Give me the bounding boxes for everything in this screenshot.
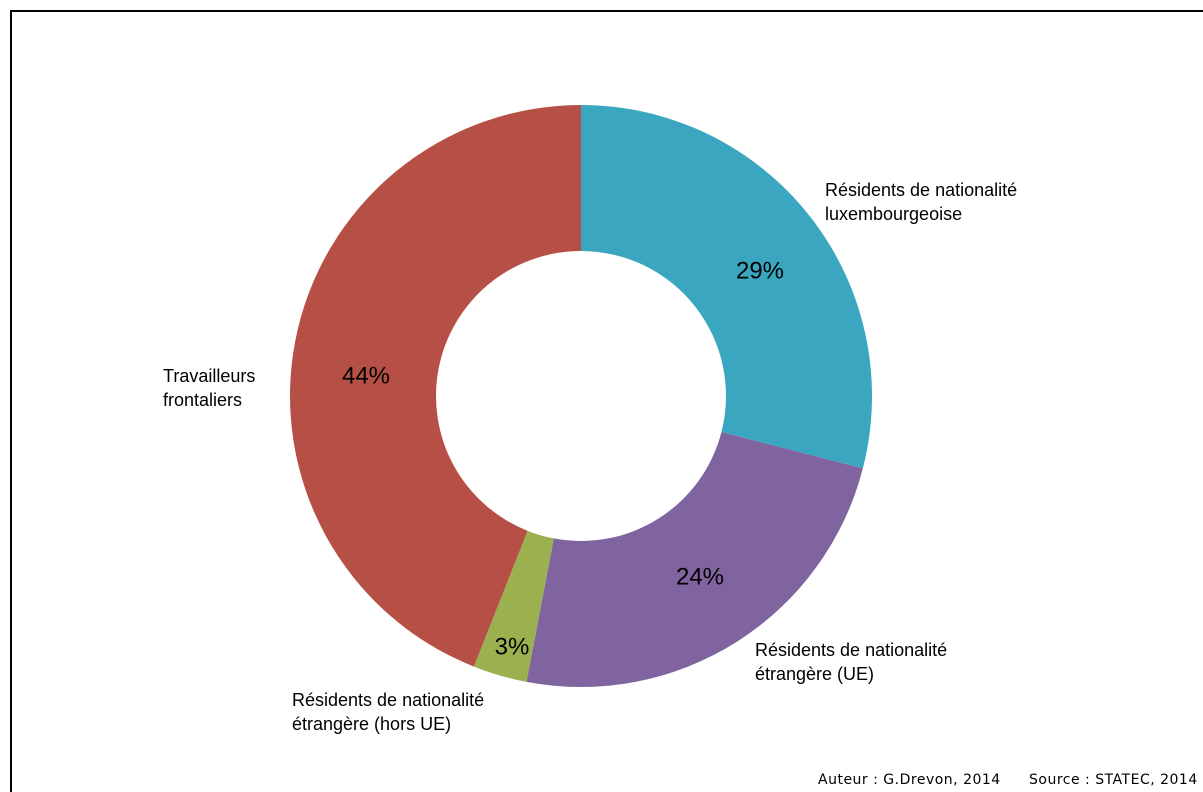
data-label: 24% xyxy=(676,563,724,590)
category-label: Résidents de nationalité luxembourgeoise xyxy=(825,180,1018,224)
source-note: Source : STATEC, 2014 xyxy=(1029,772,1198,788)
category-label: Travailleurs frontaliers xyxy=(163,366,256,410)
frame xyxy=(10,10,1203,792)
data-label: 29% xyxy=(736,257,784,284)
category-label: Résidents de nationalité étrangère (UE) xyxy=(755,640,948,684)
data-label: 3% xyxy=(495,633,530,660)
donut-slice xyxy=(581,105,872,469)
category-label: Résidents de nationalité étrangère (hors… xyxy=(292,690,485,734)
author-note: Auteur : G.Drevon, 2014 xyxy=(818,772,1001,788)
donut-slice xyxy=(473,530,554,682)
data-label: 44% xyxy=(342,362,390,389)
donut-slice xyxy=(289,105,581,667)
donut-slice xyxy=(526,432,863,687)
